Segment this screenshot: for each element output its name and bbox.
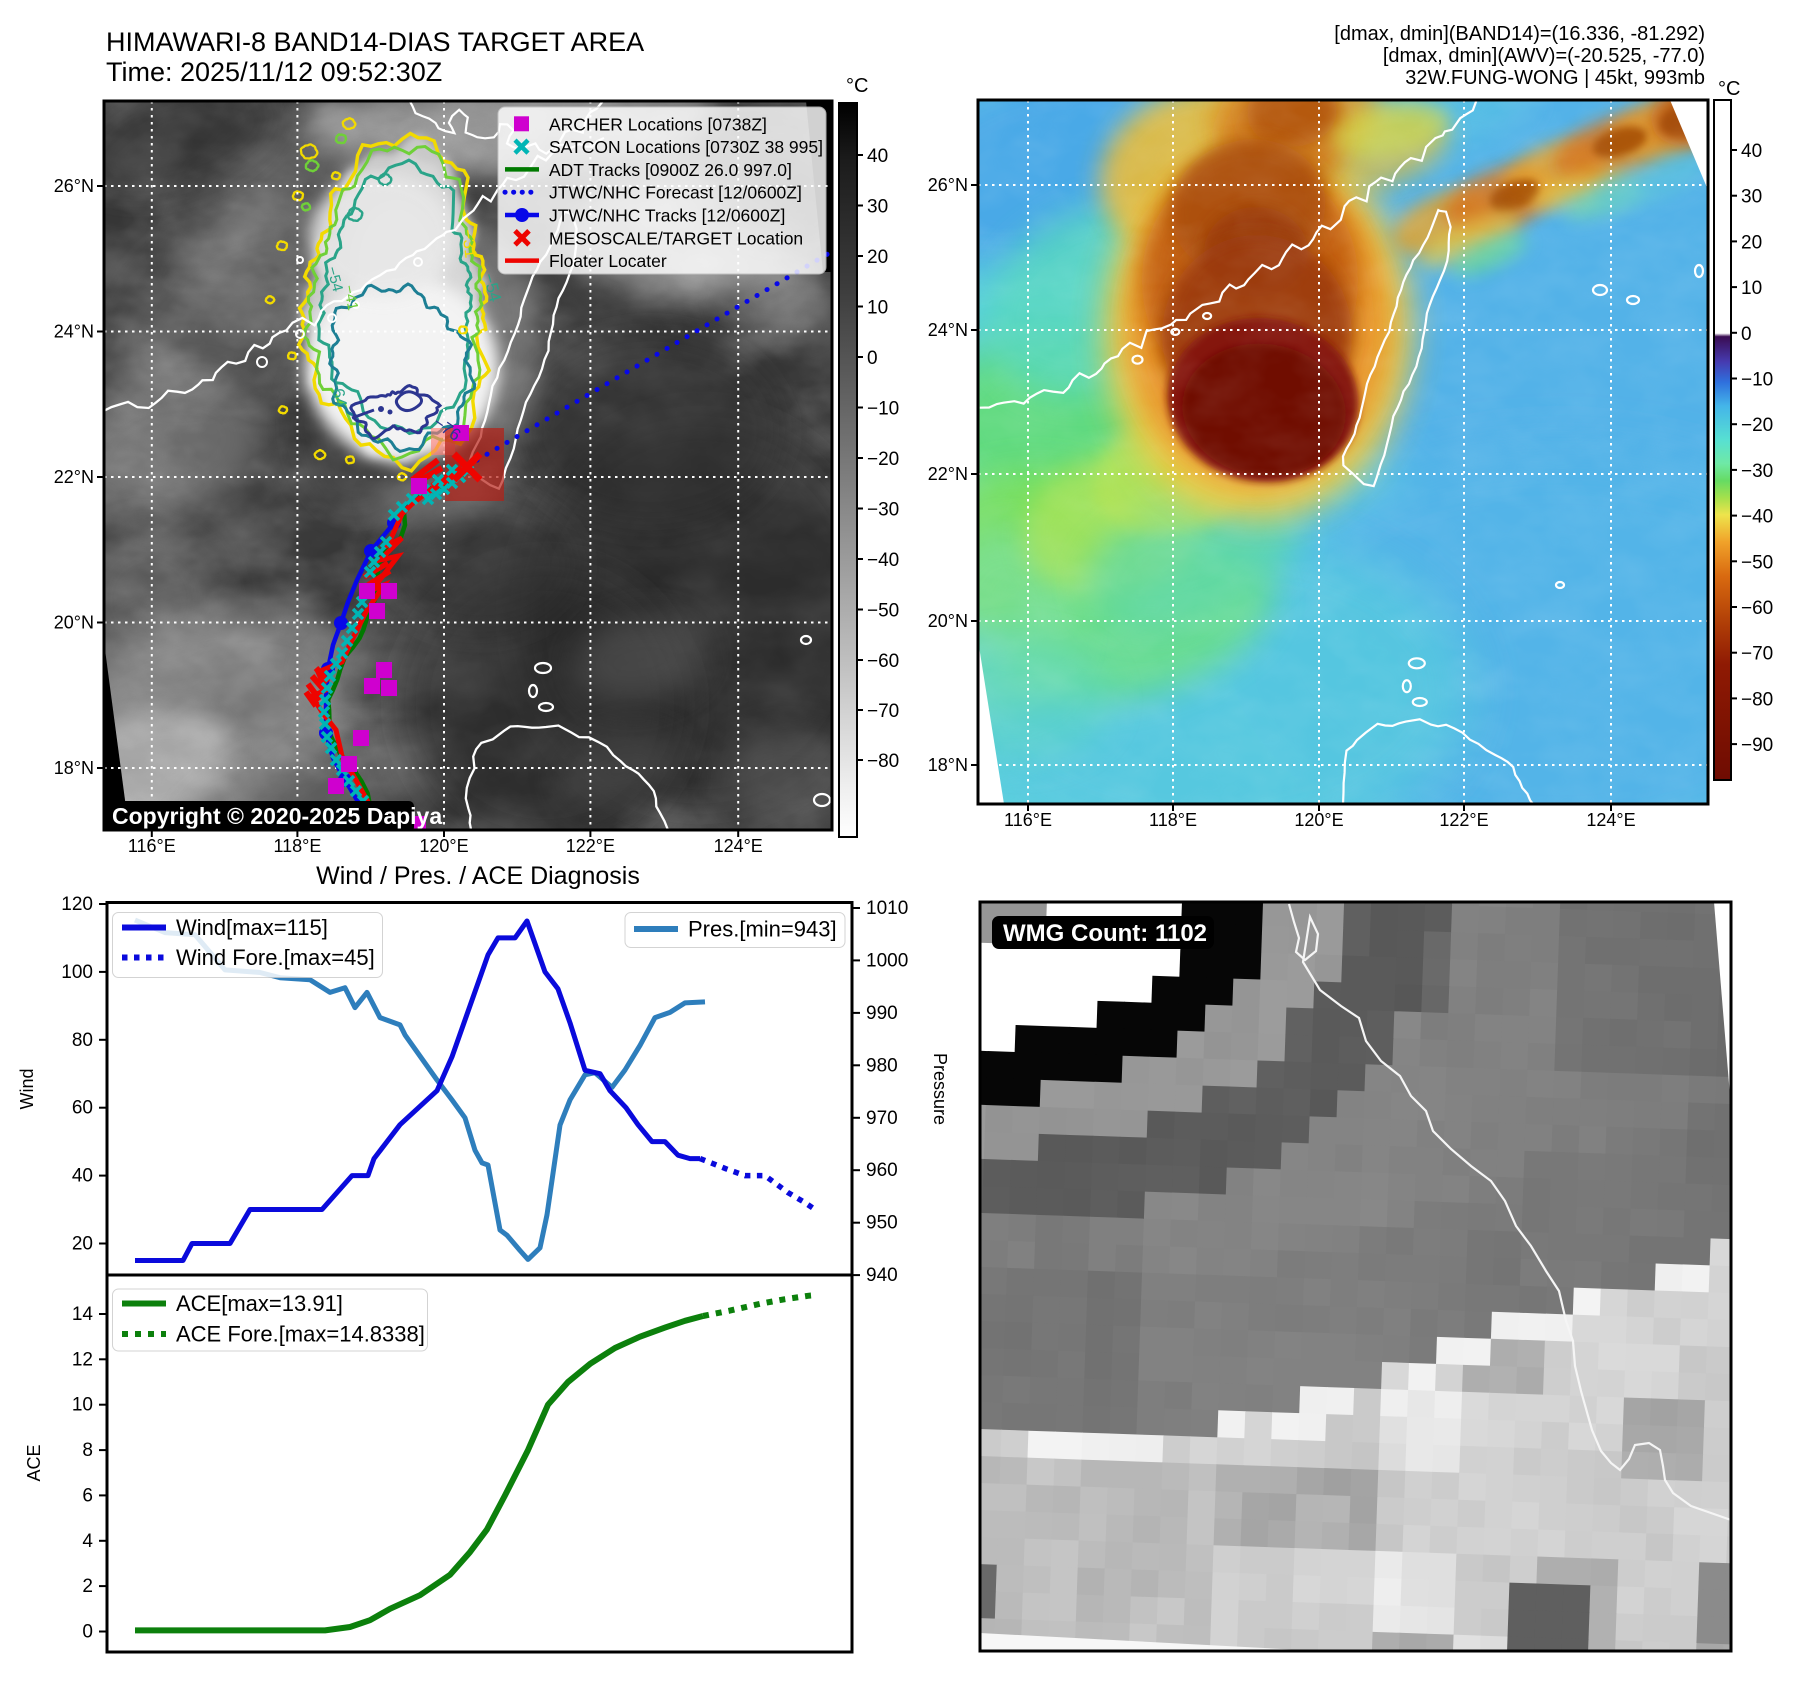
svg-text:122°E: 122°E <box>566 836 615 856</box>
svg-text:20°N: 20°N <box>928 611 968 631</box>
svg-text:ADT Tracks [0900Z 26.0 997.0]: ADT Tracks [0900Z 26.0 997.0] <box>549 160 792 180</box>
svg-text:0: 0 <box>82 1622 93 1643</box>
svg-text:2: 2 <box>82 1576 93 1597</box>
svg-text:22°N: 22°N <box>928 464 968 484</box>
svg-text:−80: −80 <box>1741 689 1773 710</box>
svg-text:18°N: 18°N <box>928 755 968 775</box>
svg-text:°C: °C <box>846 75 868 97</box>
svg-text:80: 80 <box>72 1030 93 1051</box>
svg-text:1010: 1010 <box>866 898 908 919</box>
svg-text:116°E: 116°E <box>1004 810 1052 830</box>
svg-text:30: 30 <box>867 197 888 218</box>
svg-text:−70: −70 <box>1741 644 1773 665</box>
svg-text:WMG Count: 1102: WMG Count: 1102 <box>1003 920 1207 947</box>
svg-text:120°E: 120°E <box>1294 810 1343 830</box>
svg-text:ACE: ACE <box>24 1444 44 1481</box>
svg-text:−50: −50 <box>1741 552 1773 573</box>
svg-text:Wind / Pres. / ACE Diagnosis: Wind / Pres. / ACE Diagnosis <box>316 862 640 890</box>
svg-text:32W.FUNG-WONG | 45kt, 993mb: 32W.FUNG-WONG | 45kt, 993mb <box>1405 67 1705 89</box>
svg-text:Pressure: Pressure <box>930 1053 950 1125</box>
svg-text:120: 120 <box>61 894 93 915</box>
svg-text:−50: −50 <box>867 601 899 622</box>
svg-text:Floater Locater: Floater Locater <box>549 251 667 271</box>
svg-text:−40: −40 <box>1741 507 1773 528</box>
svg-text:20: 20 <box>867 247 888 268</box>
svg-text:−70: −70 <box>867 701 899 722</box>
svg-text:MESOSCALE/TARGET Location: MESOSCALE/TARGET Location <box>549 228 803 248</box>
svg-text:970: 970 <box>866 1108 898 1129</box>
svg-text:Wind: Wind <box>17 1068 37 1109</box>
svg-text:14: 14 <box>72 1304 94 1325</box>
svg-text:−60: −60 <box>1741 598 1773 619</box>
svg-text:26°N: 26°N <box>928 175 968 195</box>
svg-text:0: 0 <box>867 348 878 369</box>
svg-text:6: 6 <box>82 1485 93 1506</box>
svg-text:120°E: 120°E <box>419 836 468 856</box>
svg-text:−30: −30 <box>1741 461 1773 482</box>
svg-text:118°E: 118°E <box>1149 810 1197 830</box>
svg-text:4: 4 <box>82 1531 93 1552</box>
svg-text:40: 40 <box>867 146 888 167</box>
svg-text:18°N: 18°N <box>54 758 94 778</box>
svg-text:118°E: 118°E <box>273 836 321 856</box>
svg-text:24°N: 24°N <box>54 322 94 342</box>
svg-text:26°N: 26°N <box>54 176 94 196</box>
svg-text:[dmax, dmin](AWV)=(-20.525, -7: [dmax, dmin](AWV)=(-20.525, -77.0) <box>1383 45 1705 67</box>
svg-text:100: 100 <box>61 962 93 983</box>
svg-text:°C: °C <box>1718 78 1740 100</box>
svg-text:20°N: 20°N <box>54 613 94 633</box>
svg-text:1000: 1000 <box>866 950 908 971</box>
svg-text:12: 12 <box>72 1349 93 1370</box>
svg-text:Wind Fore.[max=45]: Wind Fore.[max=45] <box>176 945 375 970</box>
svg-text:22°N: 22°N <box>54 467 94 487</box>
svg-text:980: 980 <box>866 1055 898 1076</box>
svg-text:JTWC/NHC Forecast [12/0600Z]: JTWC/NHC Forecast [12/0600Z] <box>549 183 802 203</box>
svg-text:20: 20 <box>1741 232 1762 253</box>
svg-text:−30: −30 <box>867 500 899 521</box>
svg-text:Pres.[min=943]: Pres.[min=943] <box>688 917 837 942</box>
svg-text:40: 40 <box>72 1166 93 1187</box>
svg-text:−10: −10 <box>867 399 899 420</box>
svg-text:960: 960 <box>866 1160 898 1181</box>
svg-text:Time: 2025/11/12 09:52:30Z: Time: 2025/11/12 09:52:30Z <box>106 57 442 87</box>
svg-text:20: 20 <box>72 1234 93 1255</box>
svg-text:990: 990 <box>866 1003 898 1024</box>
svg-text:−20: −20 <box>867 449 899 470</box>
svg-text:Wind[max=115]: Wind[max=115] <box>176 915 328 940</box>
svg-text:950: 950 <box>866 1213 898 1234</box>
svg-text:8: 8 <box>82 1440 93 1461</box>
svg-text:−90: −90 <box>1741 735 1773 756</box>
svg-text:ACE[max=13.91]: ACE[max=13.91] <box>176 1291 343 1316</box>
svg-text:SATCON Locations [0730Z 38 995: SATCON Locations [0730Z 38 995] <box>549 137 823 157</box>
svg-text:40: 40 <box>1741 141 1762 162</box>
svg-text:ARCHER Locations [0738Z]: ARCHER Locations [0738Z] <box>549 114 767 134</box>
svg-text:10: 10 <box>867 298 888 319</box>
svg-text:116°E: 116°E <box>128 836 176 856</box>
svg-text:[dmax, dmin](BAND14)=(16.336,: [dmax, dmin](BAND14)=(16.336, -81.292) <box>1334 23 1705 45</box>
svg-text:10: 10 <box>72 1395 93 1416</box>
svg-text:0: 0 <box>1741 324 1752 345</box>
svg-text:−60: −60 <box>867 651 899 672</box>
svg-text:−31: −31 <box>458 228 480 259</box>
svg-text:−10: −10 <box>1741 370 1773 391</box>
svg-text:−80: −80 <box>867 751 899 772</box>
svg-text:124°E: 124°E <box>1586 810 1635 830</box>
svg-text:122°E: 122°E <box>1439 810 1488 830</box>
svg-text:ACE Fore.[max=14.8338]: ACE Fore.[max=14.8338] <box>176 1322 425 1347</box>
svg-text:24°N: 24°N <box>928 320 968 340</box>
svg-text:JTWC/NHC Tracks [12/0600Z]: JTWC/NHC Tracks [12/0600Z] <box>549 206 785 226</box>
svg-text:−20: −20 <box>1741 415 1773 436</box>
svg-text:60: 60 <box>72 1098 93 1119</box>
svg-text:10: 10 <box>1741 278 1762 299</box>
svg-text:−40: −40 <box>867 550 899 571</box>
svg-text:940: 940 <box>866 1265 898 1286</box>
svg-text:HIMAWARI-8 BAND14-DIAS TARGET: HIMAWARI-8 BAND14-DIAS TARGET AREA <box>106 27 644 57</box>
svg-text:Copyright © 2020-2025 Dapiya: Copyright © 2020-2025 Dapiya <box>112 803 442 829</box>
svg-text:124°E: 124°E <box>714 836 763 856</box>
svg-text:30: 30 <box>1741 187 1762 208</box>
